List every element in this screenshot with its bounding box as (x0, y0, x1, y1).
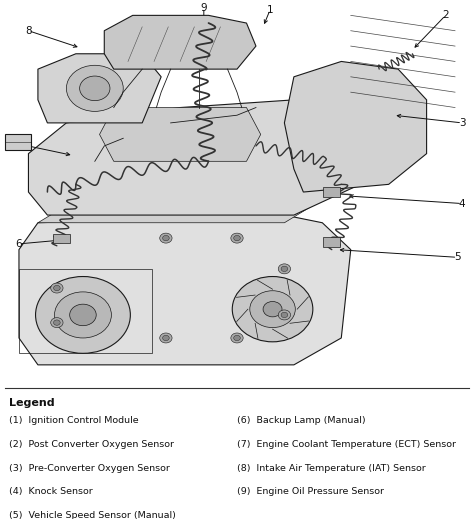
Circle shape (250, 291, 295, 327)
Circle shape (231, 233, 243, 243)
Polygon shape (323, 187, 340, 197)
Circle shape (232, 277, 313, 342)
Circle shape (163, 335, 169, 340)
Circle shape (278, 264, 291, 274)
Circle shape (163, 236, 169, 241)
Polygon shape (323, 237, 340, 247)
Text: 5: 5 (454, 252, 461, 262)
Polygon shape (100, 107, 261, 161)
Circle shape (51, 283, 63, 293)
Polygon shape (104, 16, 256, 69)
Circle shape (36, 277, 130, 353)
Polygon shape (38, 54, 161, 123)
Text: (5)  Vehicle Speed Sensor (Manual): (5) Vehicle Speed Sensor (Manual) (9, 511, 176, 519)
Text: (9)  Engine Oil Pressure Sensor: (9) Engine Oil Pressure Sensor (237, 487, 384, 496)
Text: (3)  Pre-Converter Oxygen Sensor: (3) Pre-Converter Oxygen Sensor (9, 463, 170, 473)
Polygon shape (284, 61, 427, 192)
Circle shape (55, 292, 111, 338)
Circle shape (80, 76, 110, 101)
Circle shape (281, 266, 288, 271)
Circle shape (160, 333, 172, 343)
Text: (8)  Intake Air Temperature (IAT) Sensor: (8) Intake Air Temperature (IAT) Sensor (237, 463, 426, 473)
Text: (6)  Backup Lamp (Manual): (6) Backup Lamp (Manual) (237, 416, 365, 426)
Circle shape (234, 236, 240, 241)
Circle shape (51, 318, 63, 327)
Polygon shape (53, 234, 70, 243)
Text: 6: 6 (16, 239, 22, 249)
Polygon shape (5, 134, 31, 150)
Circle shape (263, 302, 282, 317)
Circle shape (231, 333, 243, 343)
Text: (4)  Knock Sensor: (4) Knock Sensor (9, 487, 93, 496)
Text: (7)  Engine Coolant Temperature (ECT) Sensor: (7) Engine Coolant Temperature (ECT) Sen… (237, 440, 456, 449)
Polygon shape (28, 100, 379, 215)
Text: 8: 8 (25, 26, 32, 36)
Text: 7: 7 (16, 139, 22, 149)
Text: (2)  Post Converter Oxygen Sensor: (2) Post Converter Oxygen Sensor (9, 440, 174, 449)
Circle shape (160, 233, 172, 243)
Text: 9: 9 (201, 3, 207, 12)
Circle shape (66, 65, 123, 112)
Text: (1)  Ignition Control Module: (1) Ignition Control Module (9, 416, 139, 426)
Polygon shape (19, 215, 351, 365)
Text: Legend: Legend (9, 398, 55, 407)
Circle shape (54, 285, 60, 291)
Text: 2: 2 (442, 10, 449, 20)
Text: 3: 3 (459, 118, 465, 128)
Circle shape (281, 312, 288, 318)
Circle shape (278, 310, 291, 320)
Text: 1: 1 (267, 5, 273, 15)
Polygon shape (38, 200, 322, 223)
Text: 4: 4 (459, 199, 465, 209)
Circle shape (234, 335, 240, 340)
Circle shape (54, 320, 60, 325)
Circle shape (70, 304, 96, 326)
